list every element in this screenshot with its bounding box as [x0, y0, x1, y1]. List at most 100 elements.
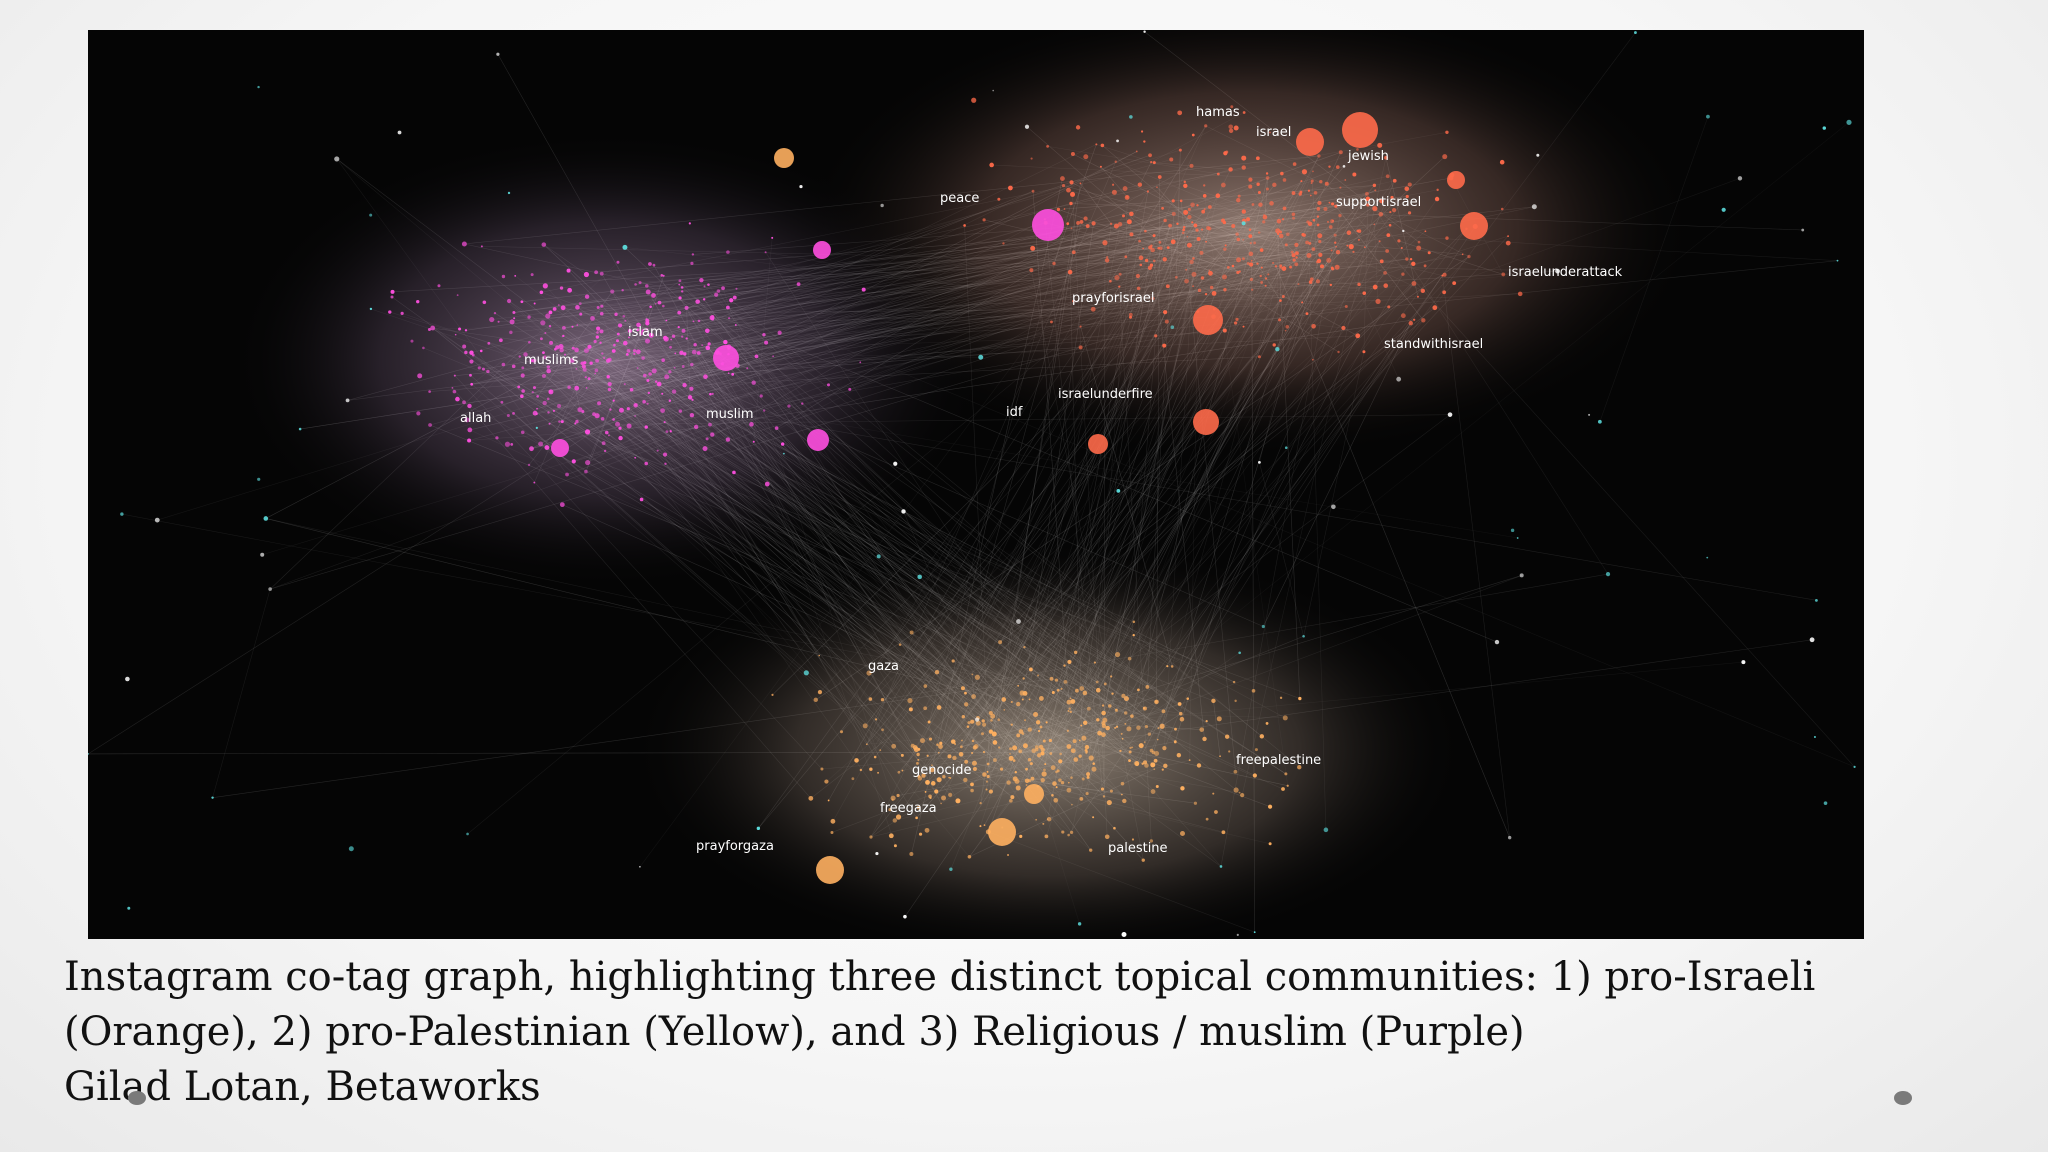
- graph-node: [1031, 189, 1035, 193]
- graph-node: [1105, 725, 1110, 731]
- graph-node: [1035, 720, 1041, 725]
- graph-node: [1136, 286, 1141, 291]
- graph-node: [982, 218, 986, 222]
- graph-node: [500, 400, 504, 404]
- label-genocide: genocide: [912, 763, 971, 778]
- graph-hub-node: [551, 439, 569, 457]
- graph-node: [1335, 249, 1341, 255]
- graph-node: [725, 437, 731, 442]
- graph-node: [1052, 781, 1057, 786]
- graph-node: [1192, 257, 1195, 260]
- graph-node: [1209, 285, 1214, 290]
- graph-node: [1246, 261, 1250, 265]
- graph-node: [1022, 743, 1028, 749]
- graph-node: [260, 552, 265, 557]
- graph-node: [971, 739, 975, 743]
- graph-node: [626, 407, 630, 411]
- graph-node: [1061, 183, 1066, 188]
- graph-node: [1292, 216, 1296, 220]
- graph-node: [1031, 748, 1037, 754]
- graph-node: [1085, 750, 1088, 753]
- graph-node: [1815, 598, 1818, 602]
- graph-node: [1067, 710, 1070, 712]
- graph-node: [679, 350, 684, 356]
- graph-node: [1297, 283, 1300, 286]
- graph-node: [1276, 218, 1282, 224]
- graph-node: [1434, 196, 1440, 202]
- graph-node: [1009, 747, 1013, 751]
- graph-node: [1029, 762, 1033, 766]
- graph-node: [1109, 789, 1113, 793]
- graph-node: [1301, 232, 1305, 237]
- graph-node: [636, 328, 640, 332]
- graph-node: [626, 423, 632, 429]
- graph-node: [1379, 259, 1384, 264]
- graph-node: [1281, 218, 1285, 221]
- graph-node: [623, 340, 628, 346]
- graph-node: [1292, 162, 1297, 166]
- graph-node: [918, 832, 923, 836]
- graph-node: [636, 322, 641, 328]
- graph-node: [512, 311, 516, 315]
- graph-node: [520, 373, 525, 378]
- graph-node: [533, 481, 536, 484]
- graph-node: [1185, 268, 1188, 271]
- graph-node: [1178, 711, 1183, 716]
- graph-node: [998, 746, 1001, 749]
- graph-node: [1372, 206, 1378, 212]
- graph-node: [1510, 528, 1515, 533]
- graph-node: [1291, 212, 1296, 217]
- graph-node: [648, 372, 652, 376]
- graph-node: [699, 277, 704, 283]
- graph-node: [514, 274, 517, 277]
- graph-node: [1285, 324, 1290, 329]
- graph-node: [1282, 206, 1287, 211]
- graph-node: [594, 270, 599, 275]
- graph-node: [575, 419, 579, 424]
- graph-node: [1127, 656, 1132, 661]
- graph-node: [1060, 176, 1065, 181]
- graph-node: [764, 251, 767, 254]
- graph-node: [583, 348, 589, 354]
- graph-node: [1154, 334, 1158, 338]
- graph-node: [1183, 180, 1186, 184]
- graph-node: [1372, 183, 1377, 188]
- graph-node: [1114, 160, 1117, 163]
- graph-node: [1068, 781, 1070, 784]
- graph-node: [1236, 237, 1241, 242]
- graph-node: [1191, 221, 1194, 224]
- graph-node: [1279, 233, 1284, 239]
- graph-node: [1067, 833, 1070, 837]
- graph-node: [603, 449, 607, 453]
- graph-node: [1071, 250, 1076, 255]
- graph-node: [1216, 172, 1220, 176]
- graph-node: [531, 391, 534, 394]
- graph-node: [1236, 270, 1240, 275]
- graph-node: [1280, 171, 1284, 176]
- graph-node: [608, 434, 610, 437]
- graph-node: [548, 390, 552, 393]
- graph-node: [680, 290, 684, 293]
- graph-node: [621, 288, 624, 292]
- graph-node: [1171, 211, 1176, 216]
- graph-node: [1252, 773, 1257, 778]
- graph-node: [1025, 767, 1028, 771]
- graph-node: [1241, 257, 1245, 261]
- graph-node: [970, 719, 975, 724]
- graph-node: [1056, 688, 1060, 692]
- caption-line-1: Instagram co-tag graph, highlighting thr…: [64, 954, 1816, 1000]
- graph-node: [1100, 143, 1105, 148]
- graph-hub-node: [713, 345, 739, 371]
- label-prayforgaza: prayforgaza: [696, 839, 774, 854]
- graph-node: [859, 768, 863, 772]
- graph-node: [1284, 772, 1288, 776]
- caption-line-2: (Orange), 2) pro-Palestinian (Yellow), a…: [64, 1009, 1525, 1055]
- graph-node: [1095, 687, 1101, 693]
- graph-node: [893, 461, 898, 466]
- graph-node: [410, 339, 414, 343]
- graph-node: [607, 381, 612, 387]
- graph-node: [1079, 325, 1082, 328]
- graph-node: [1021, 698, 1024, 701]
- graph-node: [594, 413, 600, 419]
- graph-node: [924, 791, 927, 793]
